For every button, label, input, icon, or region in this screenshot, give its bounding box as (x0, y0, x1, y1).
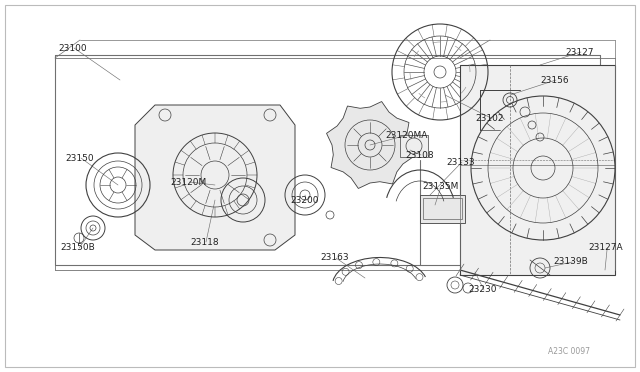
Text: 23108: 23108 (405, 151, 434, 160)
Text: 23150: 23150 (65, 154, 93, 163)
Text: 23135M: 23135M (422, 182, 458, 190)
Text: 23150B: 23150B (60, 244, 95, 253)
Text: 23120M: 23120M (170, 177, 206, 186)
Bar (400, 135, 428, 157)
Text: 23127A: 23127A (588, 244, 623, 253)
Text: 23120MA: 23120MA (385, 131, 428, 140)
Text: 23163: 23163 (320, 253, 349, 263)
Bar (423, 198, 462, 219)
Text: 23200: 23200 (290, 196, 319, 205)
Bar (420, 195, 465, 223)
Text: 23127: 23127 (565, 48, 593, 57)
Bar (460, 65, 615, 275)
Text: 23100: 23100 (58, 44, 86, 52)
Text: 23230: 23230 (468, 285, 497, 295)
Polygon shape (135, 105, 295, 250)
Text: A23C 0097: A23C 0097 (548, 347, 590, 356)
Text: 23156: 23156 (540, 76, 568, 84)
Text: 23133: 23133 (446, 157, 475, 167)
Text: 23118: 23118 (190, 237, 219, 247)
Text: 23102: 23102 (475, 113, 504, 122)
Polygon shape (326, 102, 413, 189)
Text: 23139B: 23139B (553, 257, 588, 266)
